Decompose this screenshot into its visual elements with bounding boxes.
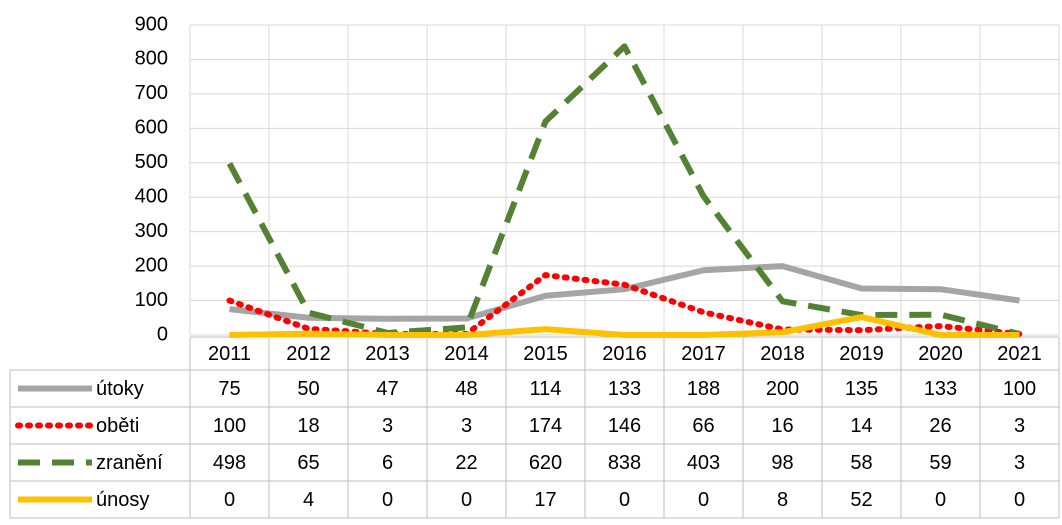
table-value: 0 [224, 489, 235, 511]
x-tick-label: 2012 [286, 343, 331, 365]
y-tick-label: 600 [135, 117, 168, 139]
table-value: 100 [213, 415, 246, 437]
table-value: 6 [382, 452, 393, 474]
table-value: 0 [1014, 489, 1025, 511]
table-value: 403 [687, 452, 720, 474]
table-value: 26 [929, 415, 951, 437]
table-value: 50 [297, 378, 319, 400]
table-value: 22 [455, 452, 477, 474]
x-tick-label: 2015 [523, 343, 568, 365]
table-value: 0 [935, 489, 946, 511]
table-value: 498 [213, 452, 246, 474]
series-line [229, 314, 1020, 338]
x-tick-label: 2011 [208, 343, 251, 365]
table-value: 65 [297, 452, 319, 474]
legend-label: únosy [96, 489, 149, 511]
table-value: 0 [698, 489, 709, 511]
table-value: 0 [461, 489, 472, 511]
table-value: 3 [461, 415, 472, 437]
table-value: 3 [1014, 452, 1025, 474]
x-tick-label: 2017 [681, 343, 726, 365]
table-value: 133 [608, 378, 641, 400]
x-tick-label: 2020 [918, 343, 963, 365]
legend-label: oběti [96, 415, 139, 437]
series-line [226, 272, 1023, 337]
table-value: 0 [382, 489, 393, 511]
x-tick-label: 2013 [365, 343, 410, 365]
table-value: 114 [530, 378, 562, 400]
table-value: 3 [382, 415, 393, 437]
table-value: 620 [529, 452, 562, 474]
table-value: 133 [924, 378, 957, 400]
y-tick-label: 700 [135, 82, 168, 104]
legend-label: zranění [96, 452, 163, 474]
x-tick-label: 2021 [997, 343, 1042, 365]
table-value: 4 [303, 489, 314, 511]
table-value: 174 [529, 415, 562, 437]
y-tick-label: 200 [135, 254, 168, 276]
y-tick-label: 300 [135, 220, 168, 242]
table-value: 14 [850, 415, 872, 437]
table-value: 48 [455, 378, 477, 400]
table-value: 98 [771, 452, 793, 474]
table-value: 838 [608, 452, 641, 474]
series-line [226, 43, 1021, 337]
table-value: 47 [376, 378, 398, 400]
table-value: 135 [845, 378, 878, 400]
table-value: 188 [687, 378, 720, 400]
y-tick-label: 900 [135, 13, 168, 35]
y-tick-label: 0 [157, 323, 168, 345]
table-value: 146 [608, 415, 641, 437]
table-value: 16 [771, 415, 793, 437]
x-tick-label: 2014 [444, 343, 489, 365]
legend-label: útoky [96, 378, 144, 400]
table-value: 75 [218, 378, 240, 400]
x-tick-label: 2019 [839, 343, 884, 365]
y-tick-label: 500 [135, 151, 168, 173]
y-tick-label: 800 [135, 48, 168, 70]
table-value: 200 [766, 378, 799, 400]
table-value: 66 [692, 415, 714, 437]
x-tick-label: 2018 [760, 343, 805, 365]
table-value: 18 [297, 415, 319, 437]
y-tick-label: 400 [135, 186, 168, 208]
table-value: 59 [929, 452, 951, 474]
table-value: 58 [850, 452, 872, 474]
y-tick-label: 100 [135, 289, 168, 311]
table-value: 17 [534, 489, 556, 511]
table-value: 0 [619, 489, 630, 511]
table-value: 52 [850, 489, 872, 511]
table-value: 100 [1003, 378, 1036, 400]
series-line [229, 263, 1020, 322]
x-tick-label: 2016 [602, 343, 647, 365]
table-value: 3 [1014, 415, 1025, 437]
table-value: 8 [777, 489, 788, 511]
